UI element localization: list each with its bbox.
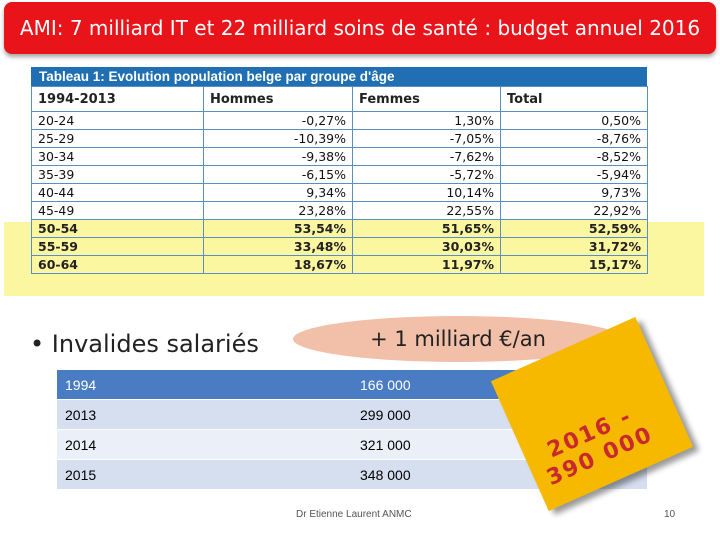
table-row: 30-34 -9,38% -7,62% -8,52% [31, 147, 648, 166]
table-row: 40-44 9,34% 10,14% 9,73% [31, 183, 648, 202]
year-cell: 2013 [57, 399, 352, 430]
men-value: 23,28% [203, 201, 353, 220]
age-group: 20-24 [31, 111, 204, 130]
women-value: 11,97% [352, 255, 501, 274]
men-value: 9,34% [203, 183, 353, 202]
men-value: -10,39% [203, 129, 353, 148]
header-men: Hommes [203, 86, 353, 112]
total-value: -8,76% [500, 129, 648, 148]
table-row: 45-49 23,28% 22,55% 22,92% [31, 201, 648, 220]
total-value: -8,52% [500, 147, 648, 166]
footer-author: Dr Etienne Laurent ANMC [296, 509, 412, 520]
women-value: -5,72% [352, 165, 501, 184]
women-value: -7,62% [352, 147, 501, 166]
age-group: 45-49 [31, 201, 204, 220]
header-period: 1994-2013 [31, 86, 204, 112]
men-value: 18,67% [203, 255, 353, 274]
table-row: 2014 321 000 [57, 429, 647, 460]
total-value: 52,59% [500, 219, 648, 238]
total-value: -5,94% [500, 165, 648, 184]
title-bar: AMI: 7 milliard IT et 22 milliard soins … [4, 2, 716, 54]
men-value: -0,27% [203, 111, 353, 130]
table-row-highlighted: 50-54 53,54% 51,65% 52,59% [31, 219, 648, 238]
women-value: 1,30% [352, 111, 501, 130]
men-value: 33,48% [203, 237, 353, 256]
bullet-dot-icon: • [30, 330, 45, 358]
women-value: -7,05% [352, 129, 501, 148]
women-value: 10,14% [352, 183, 501, 202]
total-value: 9,73% [500, 183, 648, 202]
age-table: Tableau 1: Evolution population belge pa… [31, 67, 648, 274]
header-women: Femmes [352, 86, 501, 112]
women-value: 30,03% [352, 237, 501, 256]
age-group: 35-39 [31, 165, 204, 184]
budget-note: + 1 milliard €/an [370, 327, 546, 351]
table-row: 35-39 -6,15% -5,72% -5,94% [31, 165, 648, 184]
men-value: -9,38% [203, 147, 353, 166]
age-table-header-row: 1994-2013 Hommes Femmes Total [31, 86, 648, 112]
age-group: 40-44 [31, 183, 204, 202]
men-value: -6,15% [203, 165, 353, 184]
bullet-invalides: • Invalides salariés [30, 330, 259, 358]
table-row-highlighted: 60-64 18,67% 11,97% 15,17% [31, 255, 648, 274]
table-row-highlighted: 55-59 33,48% 30,03% 31,72% [31, 237, 648, 256]
age-table-grid: 1994-2013 Hommes Femmes Total 20-24 -0,27… [31, 86, 648, 274]
total-value: 22,92% [500, 201, 648, 220]
year-cell: 2015 [57, 459, 352, 490]
men-value: 53,54% [203, 219, 353, 238]
slide-title: AMI: 7 milliard IT et 22 milliard soins … [19, 16, 701, 40]
women-value: 22,55% [352, 201, 501, 220]
age-group: 50-54 [31, 219, 204, 238]
year-cell: 1994 [57, 370, 352, 400]
total-value: 31,72% [500, 237, 648, 256]
age-group: 30-34 [31, 147, 204, 166]
age-group: 25-29 [31, 129, 204, 148]
women-value: 51,65% [352, 219, 501, 238]
header-total: Total [500, 86, 648, 112]
bullet-text: Invalides salariés [51, 330, 259, 358]
age-group: 60-64 [31, 255, 204, 274]
table-row: 20-24 -0,27% 1,30% 0,50% [31, 111, 648, 130]
total-value: 0,50% [500, 111, 648, 130]
age-group: 55-59 [31, 237, 204, 256]
total-value: 15,17% [500, 255, 648, 274]
year-cell: 2014 [57, 429, 352, 460]
table-row: 25-29 -10,39% -7,05% -8,76% [31, 129, 648, 148]
page-number: 10 [664, 509, 676, 520]
age-table-caption: Tableau 1: Evolution population belge pa… [31, 67, 647, 86]
